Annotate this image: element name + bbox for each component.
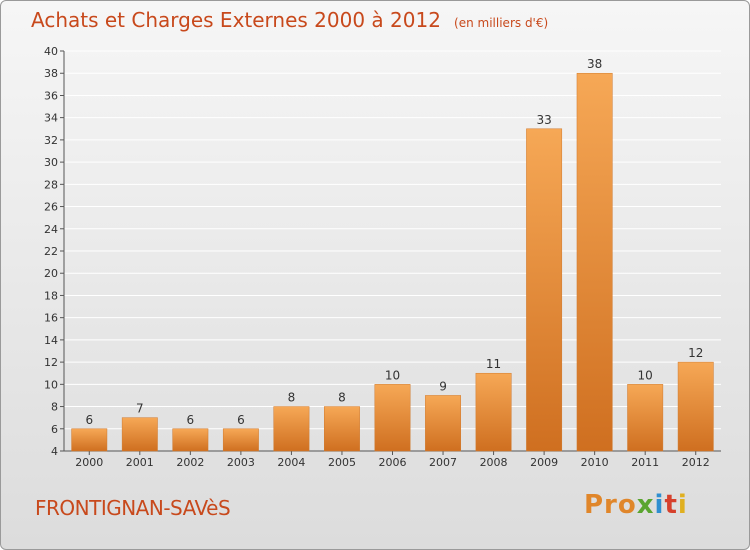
bar-value-label: 9 <box>439 379 447 393</box>
bar-value-label: 38 <box>587 57 602 71</box>
x-tick-label: 2007 <box>429 456 457 469</box>
bar-2011 <box>627 384 664 452</box>
commune-name: FRONTIGNAN-SAVèS <box>35 496 231 520</box>
bar-value-label: 10 <box>385 368 400 382</box>
bar-2010 <box>576 72 613 452</box>
x-tick-label: 2008 <box>480 456 508 469</box>
y-tick-label: 18 <box>44 289 58 302</box>
x-tick-label: 2010 <box>581 456 609 469</box>
bar-2003 <box>222 428 259 452</box>
bar-value-label: 33 <box>536 113 551 127</box>
x-tick-label: 2000 <box>75 456 103 469</box>
bar-2009 <box>526 128 563 452</box>
x-tick-label: 2009 <box>530 456 558 469</box>
y-tick-label: 6 <box>51 423 58 436</box>
bar-2007 <box>425 395 461 452</box>
bar-2008 <box>475 372 512 452</box>
chart-title: Achats et Charges Externes 2000 à 2012 <box>31 8 441 32</box>
logo-part: i <box>677 490 688 520</box>
bar-2002 <box>172 428 209 452</box>
proxiti-logo[interactable]: Proxiti <box>584 490 688 520</box>
chart-unit: (en milliers d'€) <box>454 16 549 30</box>
bar-2006 <box>374 384 411 452</box>
bar-value-label: 11 <box>486 357 501 371</box>
bar-value-label: 10 <box>638 368 653 382</box>
x-tick-label: 2001 <box>126 456 154 469</box>
bar-value-label: 8 <box>288 391 296 405</box>
logo-part: t <box>664 490 678 520</box>
bar-2012 <box>677 361 714 452</box>
x-tick-label: 2002 <box>176 456 204 469</box>
y-tick-label: 4 <box>51 445 58 458</box>
bar-value-label: 6 <box>187 413 195 427</box>
y-tick-label: 40 <box>44 45 58 58</box>
bar-2004 <box>273 406 310 452</box>
x-tick-label: 2004 <box>277 456 305 469</box>
y-tick-label: 24 <box>44 223 58 236</box>
x-tick-label: 2012 <box>682 456 710 469</box>
y-tick-label: 32 <box>44 134 58 147</box>
y-tick-label: 20 <box>44 267 58 280</box>
x-tick-label: 2006 <box>379 456 407 469</box>
y-tick-label: 34 <box>44 112 58 125</box>
bar-2000 <box>71 428 108 452</box>
bar-value-label: 7 <box>136 402 144 416</box>
x-tick-label: 2005 <box>328 456 356 469</box>
y-tick-label: 26 <box>44 201 58 214</box>
y-tick-label: 38 <box>44 67 58 80</box>
y-tick-label: 28 <box>44 178 58 191</box>
logo-part: i <box>654 490 665 520</box>
y-tick-label: 36 <box>44 89 58 102</box>
y-tick-label: 22 <box>44 245 58 258</box>
y-tick-label: 30 <box>44 156 58 169</box>
bar-value-label: 12 <box>688 346 703 360</box>
bar-2005 <box>324 406 360 452</box>
bar-2001 <box>121 417 158 452</box>
bar-value-label: 6 <box>237 413 245 427</box>
y-tick-label: 14 <box>44 334 58 347</box>
y-tick-label: 12 <box>44 356 58 369</box>
bar-value-label: 8 <box>338 391 346 405</box>
x-tick-label: 2003 <box>227 456 255 469</box>
logo-part: x <box>636 490 655 520</box>
x-tick-label: 2011 <box>631 456 659 469</box>
logo-part: Pro <box>584 490 637 520</box>
y-tick-label: 8 <box>51 401 58 414</box>
chart-header: Achats et Charges Externes 2000 à 2012 (… <box>31 8 548 32</box>
y-tick-label: 10 <box>44 378 58 391</box>
bar-value-label: 6 <box>85 413 93 427</box>
y-tick-label: 16 <box>44 312 58 325</box>
